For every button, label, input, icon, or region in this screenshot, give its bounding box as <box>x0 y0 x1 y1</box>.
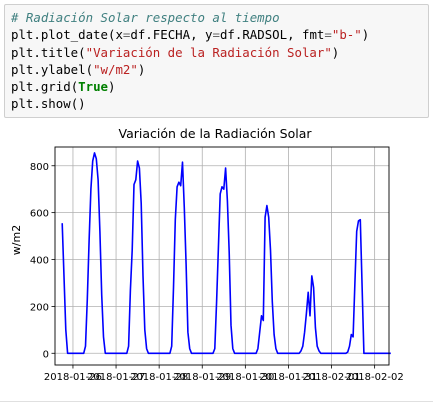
x-tick-label: 2018-01-30 <box>216 372 274 383</box>
chart-title: Variación de la Radiación Solar <box>119 126 313 141</box>
x-tick-label: 2018-01-29 <box>173 372 231 383</box>
x-tick-label: 2018-02-02 <box>346 372 404 383</box>
y-axis-label: w/m2 <box>10 225 23 255</box>
cell-output: Variación de la Radiación Solar w/m2 0 20… <box>0 120 433 400</box>
y-tick-label: 0 <box>43 349 49 360</box>
code-editor[interactable]: # Radiación Solar respecto al tiempo plt… <box>5 5 428 113</box>
code-cell[interactable]: # Radiación Solar respecto al tiempo plt… <box>4 4 429 118</box>
x-tick-label: 2018-01-27 <box>87 372 145 383</box>
x-tick-label: 2018-01-26 <box>44 372 102 383</box>
y-tick-label: 800 <box>30 162 49 173</box>
code-line-title: plt.title("Variación de la Radiación Sol… <box>11 44 340 60</box>
y-tick-label: 400 <box>30 256 49 267</box>
code-line-plot-date: plt.plot_date(x=df.FECHA, y=df.RADSOL, f… <box>11 27 370 43</box>
x-tick-label: 2018-01-31 <box>259 372 317 383</box>
code-comment: # Radiación Solar respecto al tiempo <box>11 10 280 25</box>
x-tick-label: 2018-01-28 <box>130 372 188 383</box>
plot-frame <box>54 146 390 366</box>
y-tick-label: 200 <box>30 302 49 313</box>
radiation-chart: Variación de la Radiación Solar w/m2 0 20… <box>10 126 404 383</box>
code-line-grid: plt.grid(True) <box>11 79 116 95</box>
y-tick-label: 600 <box>30 209 49 220</box>
series-line <box>61 152 391 355</box>
code-line-ylabel: plt.ylabel("w/m2") <box>11 61 146 77</box>
x-tick-label: 2018-02-01 <box>302 372 360 383</box>
cell-divider <box>0 401 433 402</box>
code-line-show: plt.show() <box>11 96 86 112</box>
